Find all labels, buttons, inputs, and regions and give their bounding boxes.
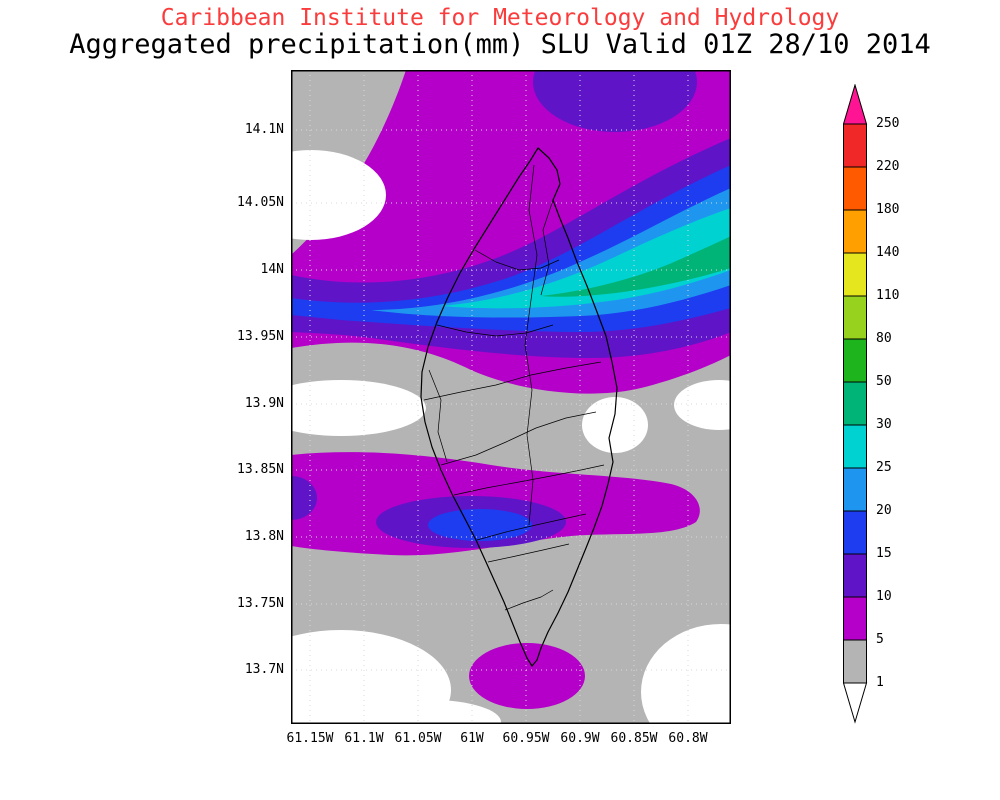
island-internal-boundaries: [423, 164, 605, 611]
colorbar-tick-label: 25: [876, 460, 892, 475]
colorbar-top-arrow: [842, 83, 868, 125]
y-axis-label: 13.7N: [244, 662, 284, 677]
colorbar-tick-label: 110: [876, 288, 900, 303]
contour-region-5-10mm-south-coast: [469, 643, 585, 709]
colorbar-tick-label: 5: [876, 632, 884, 647]
colorbar-segment: [843, 209, 867, 254]
island-outline-saint-lucia: [420, 147, 618, 667]
colorbar-tick-label: 140: [876, 245, 900, 260]
plot-frame: [291, 70, 731, 724]
y-axis-label: 13.8N: [244, 529, 284, 544]
contour-region-10-15mm-south-left: [291, 476, 317, 520]
colorbar-tick-label: 250: [876, 116, 900, 131]
precipitation-field: [291, 70, 731, 724]
colorbar-segment: [843, 123, 867, 168]
colorbar-segment: [843, 295, 867, 340]
colorbar-tick-label: 180: [876, 202, 900, 217]
y-axis-label: 13.9N: [244, 396, 284, 411]
y-axis-label: 14.05N: [237, 195, 284, 210]
y-axis-label: 13.95N: [237, 329, 284, 344]
x-axis-label: 60.8W: [668, 731, 708, 746]
contour-region-10-15mm-top-edge: [533, 70, 697, 132]
colorbar-tick-label: 30: [876, 417, 892, 432]
colorbar-segment: [843, 467, 867, 512]
contour-region-below1mm-northwest: [291, 150, 386, 240]
page-subtitle: Aggregated precipitation(mm) SLU Valid 0…: [69, 29, 931, 60]
contour-region-below1mm-southeast: [641, 624, 731, 724]
colorbar-segment: [843, 252, 867, 297]
contour-region-below1mm-west: [291, 380, 426, 436]
colorbar-svg: [842, 83, 868, 724]
colorbar: [842, 83, 869, 728]
colorbar-segment: [843, 424, 867, 469]
colorbar-segment: [843, 381, 867, 426]
x-axis-label: 61.05W: [394, 731, 442, 746]
precipitation-map: [291, 70, 731, 724]
y-axis-label: 13.85N: [237, 462, 284, 477]
y-axis-label: 13.75N: [237, 596, 284, 611]
colorbar-segment: [843, 596, 867, 641]
colorbar-tick-label: 20: [876, 503, 892, 518]
colorbar-tick-label: 50: [876, 374, 892, 389]
colorbar-tick-label: 10: [876, 589, 892, 604]
colorbar-tick-label: 220: [876, 159, 900, 174]
colorbar-segment: [843, 639, 867, 684]
x-axis-label: 60.85W: [610, 731, 658, 746]
x-axis-label: 61.1W: [344, 731, 384, 746]
x-axis-label: 61.15W: [286, 731, 334, 746]
colorbar-segment: [843, 166, 867, 211]
contour-region-15-20mm-south-core: [428, 509, 532, 541]
colorbar-bottom-arrow: [842, 682, 868, 724]
map-plot-svg: [291, 70, 731, 724]
colorbar-segment: [843, 338, 867, 383]
contour-region-below1mm-southwest: [291, 630, 451, 724]
colorbar-segment: [843, 510, 867, 555]
x-axis-label: 61W: [460, 731, 484, 746]
contour-region-below1mm-east: [582, 397, 648, 453]
colorbar-segment: [843, 553, 867, 598]
y-axis-label: 14.1N: [244, 122, 284, 137]
contour-region-below1mm-south: [361, 700, 501, 724]
contour-region-below1mm-right-edge: [674, 380, 731, 430]
grid-lines: [291, 70, 731, 724]
x-axis-label: 60.9W: [560, 731, 600, 746]
y-axis-label: 14N: [260, 262, 284, 277]
colorbar-tick-label: 15: [876, 546, 892, 561]
page-title: Caribbean Institute for Meteorology and …: [160, 5, 840, 31]
contour-region-30-50mm-core: [541, 236, 731, 297]
colorbar-tick-label: 80: [876, 331, 892, 346]
colorbar-tick-label: 1: [876, 675, 884, 690]
x-axis-label: 60.95W: [502, 731, 550, 746]
